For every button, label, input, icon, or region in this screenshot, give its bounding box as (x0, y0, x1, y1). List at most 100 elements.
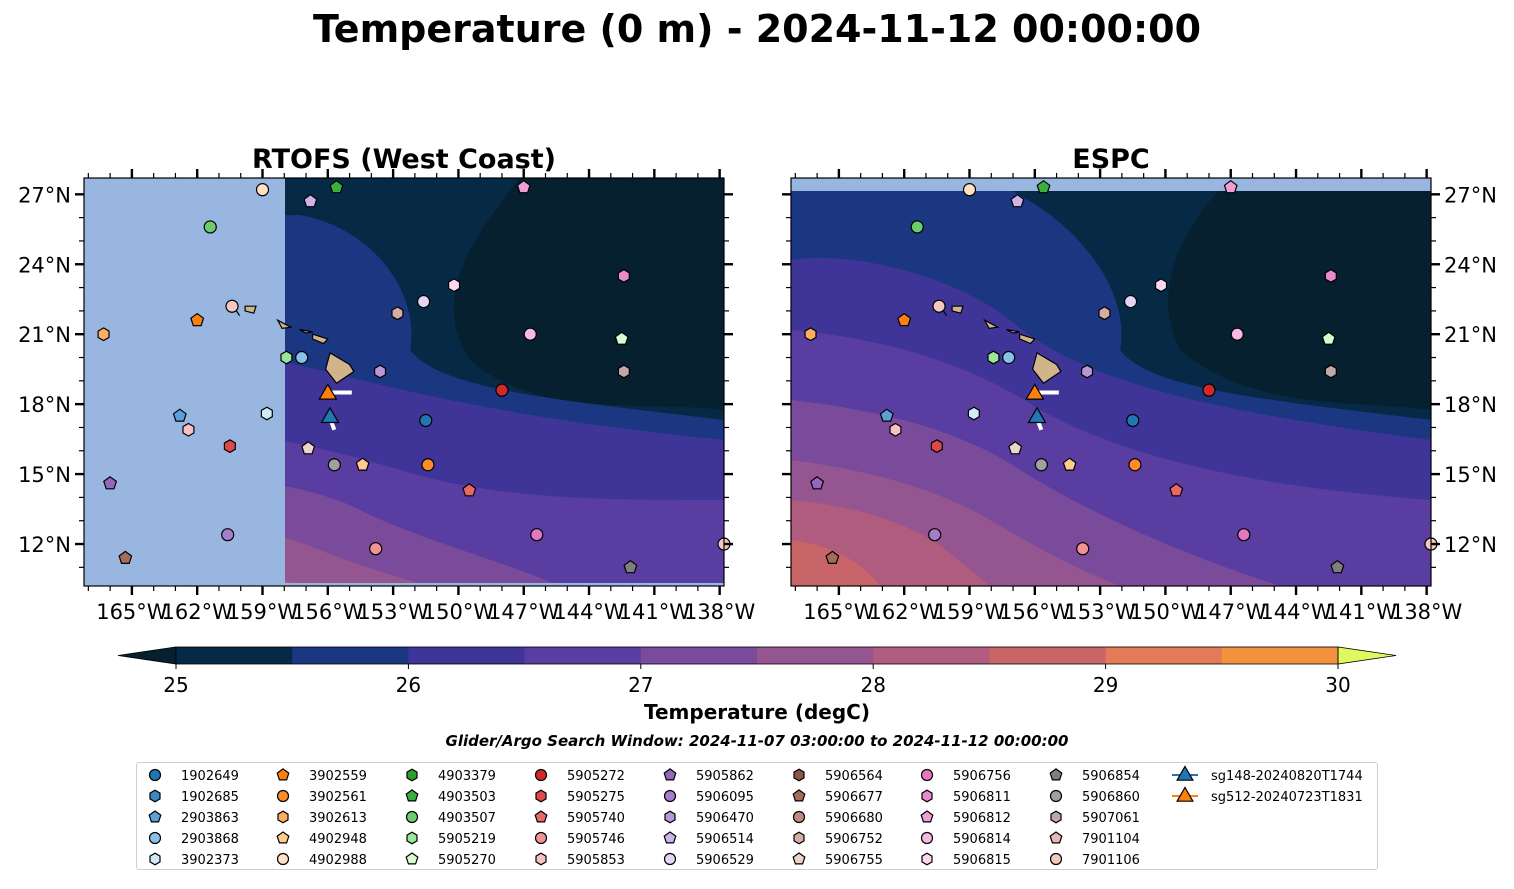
marker-5906677 (825, 550, 840, 565)
legend-label: 4902948 (309, 832, 367, 847)
x-tick-label: 147°W (488, 600, 560, 624)
legend-marker (148, 810, 162, 823)
legend-label: 3902561 (309, 790, 367, 805)
legend-marker (148, 831, 162, 845)
marker-1902649 (1126, 413, 1140, 428)
colorbar: 25 26 27 28 29 30 (117, 646, 1397, 697)
legend-entry: 1902685 (149, 789, 239, 805)
legend-entries: 1902649 1902685 2903863 2903868 3902373 39025… (148, 765, 1363, 868)
marker-1902649 (419, 413, 433, 428)
legend-marker (276, 831, 290, 844)
x-tick-label: 153°W (1064, 600, 1136, 624)
island (276, 318, 293, 330)
island (983, 318, 1000, 330)
legend-label: 5906815 (953, 853, 1011, 868)
legend-marker (792, 852, 806, 865)
legend-label: 5906680 (825, 811, 883, 826)
colorbar-bin (1105, 647, 1223, 664)
marker-5905746 (1076, 542, 1090, 556)
marker-3902373 (967, 406, 980, 421)
legend-marker (663, 768, 677, 781)
legend-label: 5905219 (438, 832, 496, 847)
legend-marker (1049, 789, 1063, 803)
marker-sg512-20240723T1831 (318, 383, 338, 400)
marker-2903868 (295, 350, 309, 365)
legend-label: sg148-20240820T1744 (1211, 769, 1363, 784)
legend-entry: 4903379 (406, 768, 496, 784)
marker-3902561 (1128, 458, 1142, 472)
legend-entry: 5906514 (663, 831, 754, 847)
legend-entry: 5906470 (664, 810, 754, 826)
y-tick-label: 15°N (18, 463, 71, 487)
legend-entry: 5905862 (663, 768, 754, 784)
legend-entry: 2903868 (148, 831, 239, 847)
marker-4903503 (329, 179, 344, 194)
colorbar-bin (176, 647, 293, 664)
marker-2903863 (172, 408, 187, 422)
island (312, 333, 329, 345)
marker-5905270 (614, 331, 629, 345)
marker-5906529 (1123, 294, 1138, 309)
colorbar-tick-label: 27 (628, 673, 653, 697)
marker-2903868 (1002, 350, 1016, 365)
marker-5905746 (369, 542, 383, 556)
figure-title: Temperature (0 m) - 2024-11-12 00:00:00 (313, 7, 1201, 51)
sst-field-espc (791, 178, 1431, 586)
legend-entry: 5906755 (792, 852, 883, 868)
nodata-region (84, 178, 285, 586)
marker-5906752 (1098, 306, 1111, 321)
legend-label: 5906677 (825, 790, 883, 805)
marker-5906860 (327, 458, 341, 472)
colorbar-bin (873, 647, 990, 664)
legend-entry: 5906860 (1049, 789, 1140, 805)
colorbar-tick-label: 29 (1093, 673, 1118, 697)
marker-4902948 (1062, 457, 1077, 471)
nodata-region (791, 178, 1431, 191)
legend-marker (1049, 852, 1063, 866)
legend-entry: sg512-20240723T1831 (1172, 786, 1363, 805)
x-tick-label: 165°W (803, 600, 875, 624)
legend-marker (406, 831, 418, 845)
marker-5905740 (1169, 483, 1184, 497)
x-tick-label: 162°W (162, 600, 234, 624)
marker-5906470 (374, 364, 387, 379)
marker-5906815 (448, 278, 461, 293)
marker-4902988 (962, 183, 977, 197)
marker-5905853 (182, 422, 195, 437)
x-tick-label: 156°W (292, 600, 364, 624)
colorbar-bin (989, 647, 1107, 664)
x-tick-label: 159°W (227, 600, 299, 624)
island (942, 310, 948, 316)
marker-5905275 (223, 439, 236, 454)
marker-5905275 (930, 439, 943, 454)
legend-label: 1902685 (181, 790, 239, 805)
marker-3902613 (97, 327, 110, 342)
legend-marker (663, 852, 677, 866)
marker-7901106 (932, 299, 946, 313)
legend-entry: 5906854 (1049, 768, 1140, 784)
legend-marker (1050, 810, 1062, 824)
marker-3902613 (804, 327, 817, 342)
legend-marker (1049, 831, 1063, 844)
x-tick-label: 156°W (999, 600, 1071, 624)
legend-label: 5906860 (1082, 790, 1140, 805)
y-tick-label: 24°N (1444, 253, 1497, 277)
colorbar-bin (757, 647, 874, 664)
legend-label: 2903863 (181, 811, 239, 826)
island (299, 328, 313, 334)
legend-label: 7901104 (1082, 832, 1140, 847)
legend-label: 1902649 (181, 769, 239, 784)
marker-2903863 (879, 408, 894, 422)
marker-5906470 (1080, 364, 1094, 379)
marker-5906514 (303, 193, 318, 208)
legend: 1902649 1902685 2903863 2903868 3902373 39025… (136, 762, 1378, 870)
legend-label: 5906811 (953, 790, 1011, 805)
island (324, 351, 355, 385)
legend-label: 4902988 (309, 853, 367, 868)
panel-title-espc: ESPC (1072, 144, 1150, 175)
marker-5907061 (1324, 364, 1337, 379)
legend-marker (276, 852, 290, 866)
y-tick-label: 27°N (18, 183, 71, 207)
colorbar-tick-label: 25 (163, 673, 188, 697)
